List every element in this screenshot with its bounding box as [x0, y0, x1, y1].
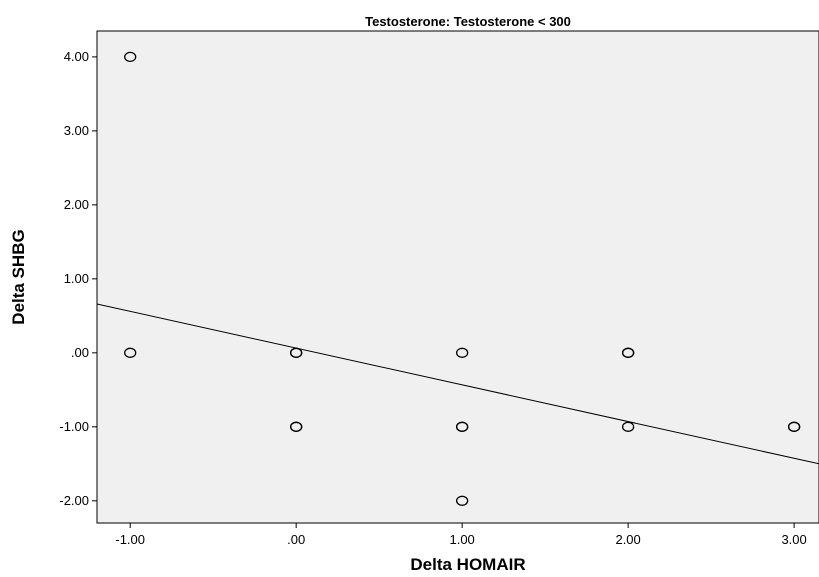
y-tick-label: 1.00	[64, 271, 89, 286]
plot-area	[96, 30, 819, 524]
regression-line	[96, 303, 819, 465]
data-point	[787, 421, 801, 432]
x-tick-label: 2.00	[615, 532, 640, 547]
y-tick-label: -2.00	[59, 493, 89, 508]
data-point	[124, 51, 137, 63]
x-tick-label: .00	[287, 532, 305, 547]
data-point	[621, 421, 635, 432]
data-point	[290, 421, 303, 432]
y-tick-label: 4.00	[64, 49, 89, 64]
data-point	[290, 347, 303, 358]
y-axis-title: Delta SHBG	[9, 229, 28, 324]
y-tick-label: .00	[71, 345, 89, 360]
y-tick-label: 2.00	[64, 197, 89, 212]
x-tick-label: -1.00	[115, 532, 145, 547]
data-point	[455, 347, 469, 358]
y-tick-label: -1.00	[59, 419, 89, 434]
x-axis-title: Delta HOMAIR	[410, 555, 525, 574]
data-point	[621, 347, 635, 358]
y-tick-label: 3.00	[64, 123, 89, 138]
data-point	[124, 347, 137, 358]
x-tick-label: 1.00	[449, 532, 474, 547]
data-points	[124, 51, 801, 506]
x-tick-label: 3.00	[781, 532, 806, 547]
data-point	[455, 495, 469, 506]
chart-title: Testosterone: Testosterone < 300	[365, 14, 571, 29]
data-point	[455, 421, 469, 432]
axis-ticks: -2.00 -1.00 .00 1.00 2.00 3.00 4.00 -1.00 .00 1.0…	[59, 49, 806, 547]
